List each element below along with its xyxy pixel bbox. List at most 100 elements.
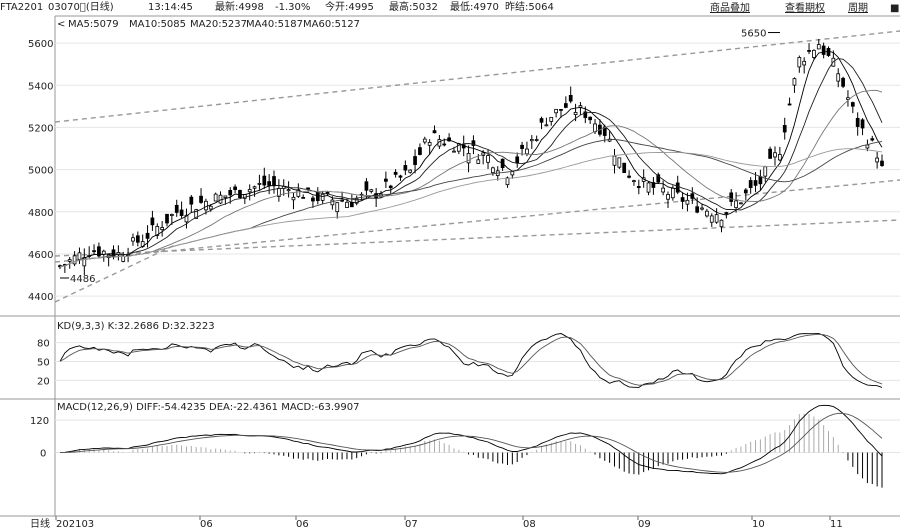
price-tick-label: 4800 [28, 208, 53, 219]
candle-body [208, 205, 213, 210]
candle-body [72, 255, 77, 265]
candle-body [763, 166, 768, 177]
candle-body [719, 219, 724, 228]
candle-body [315, 192, 320, 201]
candle-body [131, 237, 135, 242]
price-tick-label: 5200 [28, 123, 53, 134]
candle-body [252, 186, 257, 189]
candle-body [685, 199, 690, 205]
candle-body [452, 150, 456, 153]
candle-body [588, 116, 593, 121]
candle-body [510, 171, 515, 176]
candle-body [184, 214, 189, 223]
prev-settle: 昨结:5064 [505, 2, 554, 13]
candle-body [233, 186, 237, 191]
ma-legend-3: MA40:5187 [246, 19, 303, 30]
candle-body [179, 209, 184, 216]
subtitle: 03070 (日线) [48, 2, 114, 13]
candle-body [549, 116, 554, 122]
change: -1.30% [275, 2, 311, 13]
candle-body [709, 215, 714, 223]
candle-body [418, 147, 422, 155]
candle-body [194, 209, 199, 219]
candle-body [656, 174, 661, 183]
candle-body [695, 206, 700, 213]
candle-body [787, 103, 792, 106]
candle-body [622, 162, 627, 174]
candle-body [792, 78, 797, 86]
candle-body [82, 256, 87, 267]
candle-body [447, 137, 451, 142]
price-tick-label: 4400 [28, 292, 53, 303]
candle-body [218, 194, 223, 204]
xaxis-label: 日线 [30, 517, 50, 530]
candle-body [826, 48, 831, 56]
candle-body [700, 207, 704, 210]
xaxis-tick-label: 07 [405, 519, 418, 530]
candle-body [150, 217, 155, 226]
candle-body [77, 252, 82, 260]
time: 13:14:45 [148, 2, 193, 13]
candle-body [432, 130, 437, 134]
labels: 商品叠加 查看期权 周期 ■ 4400 4600 4800 5000 5200 5400 5600 <… [28, 1, 899, 530]
ma-line-60 [59, 148, 883, 268]
header-bar: FTA2201 03070 (日线) 13:14:45 最新:4998 -1.3… [0, 0, 900, 16]
candle-body [408, 169, 413, 173]
candle-body [471, 140, 476, 146]
candle-body [812, 49, 816, 58]
header-button-1[interactable]: 查看期权 [785, 1, 825, 14]
candle-body [782, 125, 787, 133]
candle-body [272, 176, 276, 187]
candle-body [729, 192, 734, 202]
candle-body [476, 159, 481, 164]
channel-early [54, 244, 176, 303]
candle-body [354, 198, 359, 204]
candle-body [97, 246, 101, 257]
candle-body [301, 197, 306, 199]
candle-body [189, 196, 194, 205]
xaxis-tick-label: 10 [752, 519, 765, 530]
candle-body [174, 204, 179, 213]
candle-body [627, 175, 631, 178]
candle-body [529, 139, 534, 142]
candle-body [855, 117, 860, 127]
candle-body [388, 185, 393, 189]
ma-line-5 [59, 50, 883, 268]
kd-tick-label: 20 [37, 376, 50, 387]
candle-body [170, 213, 174, 216]
candle-body [466, 153, 471, 164]
candle-body [875, 157, 879, 163]
candle-body [335, 202, 340, 213]
candle-body [427, 142, 432, 146]
ma-legend-2: MA20:5237 [190, 19, 247, 30]
candle-body [583, 111, 588, 118]
candle-body [403, 165, 408, 171]
kd-legend: KD(9,3,3) K:32.2686 D:32.3223 [57, 321, 215, 332]
candle-body [632, 180, 636, 183]
kd-d-line [59, 333, 883, 386]
candle-body [554, 108, 558, 114]
ma-legend-1: MA10:5085 [129, 19, 186, 30]
candle-body [539, 118, 544, 123]
header-button-0[interactable]: 商品叠加 [710, 1, 750, 14]
candle-body [257, 182, 262, 185]
annotation-low: 4486 [70, 274, 95, 285]
candle-body [768, 148, 772, 159]
candle-body [797, 57, 802, 68]
candle-body [836, 73, 841, 82]
xaxis-tick-label: 09 [638, 519, 651, 530]
candle-body [413, 156, 417, 165]
kd-panel [59, 332, 883, 388]
candle-body [223, 195, 228, 198]
candle-body [155, 226, 160, 236]
candle-body [247, 189, 252, 193]
xaxis-tick-label: 06 [200, 519, 213, 530]
ma-legend-0: MA5:5079 [68, 19, 119, 30]
candle-body [320, 193, 325, 201]
candle-body [636, 186, 641, 189]
candle-body [92, 250, 96, 253]
annotation-high: 5650 [741, 29, 766, 40]
header-button-2[interactable]: 周期 [848, 2, 868, 14]
candle-body [345, 201, 349, 208]
